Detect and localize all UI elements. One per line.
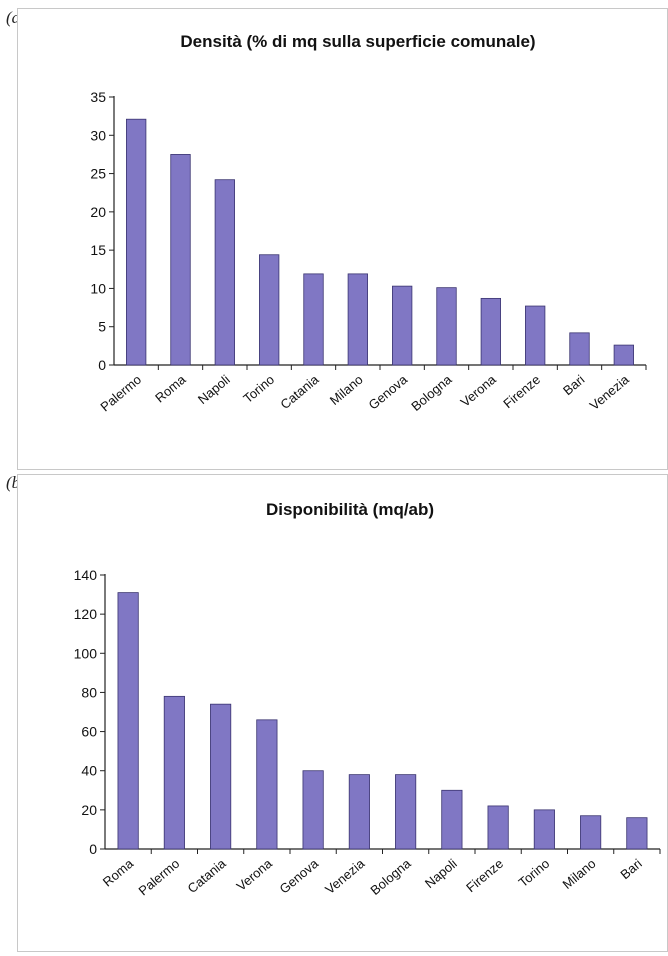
x-tick-label: Milano [327, 372, 366, 408]
x-tick-label: Catania [277, 371, 322, 412]
bar-palermo [126, 118, 147, 366]
y-tick-label: 0 [89, 841, 97, 857]
x-tick-label: Napoli [195, 372, 233, 407]
bar-catania [303, 273, 324, 366]
x-tick-label: Bologna [408, 371, 455, 414]
bar-firenze [525, 305, 546, 366]
y-tick-label: 60 [81, 724, 97, 740]
bar-palermo [163, 695, 185, 850]
x-tick-label: Catania [185, 855, 230, 896]
y-tick-label: 20 [90, 204, 106, 220]
bar-verona [480, 297, 501, 366]
x-tick-label: Firenze [500, 372, 543, 411]
y-tick-label: 25 [90, 166, 106, 182]
x-tick-label: Palermo [136, 856, 183, 899]
y-tick-label: 100 [74, 645, 98, 661]
x-tick-label: Torino [516, 856, 553, 890]
bar-verona [256, 719, 278, 850]
chart-b-container: Disponibilità (mq/ab) 0 20 40 60 80 100 120 140 R… [17, 474, 668, 952]
y-tick-label: 5 [98, 319, 106, 335]
y-tick-label: 35 [90, 89, 106, 105]
bar-genova [392, 285, 413, 366]
bar-bari [626, 817, 648, 850]
x-tick-label: Verona [234, 855, 276, 893]
chart-a-container: Densità (% di mq sulla superficie comuna… [17, 8, 668, 470]
bar-torino [259, 254, 280, 366]
bar-bologna [436, 287, 457, 366]
bar-roma [117, 592, 139, 850]
y-tick-label: 15 [90, 242, 106, 258]
bar-milano [580, 815, 602, 850]
x-tick-label: Napoli [422, 856, 460, 891]
x-tick-label: Torino [240, 372, 277, 406]
bar-genova [302, 770, 324, 850]
y-tick-label: 120 [74, 606, 98, 622]
bar-bari [569, 332, 590, 366]
bar-milano [347, 273, 368, 366]
bar-bologna [395, 774, 417, 850]
y-tick-label: 140 [74, 567, 98, 583]
x-tick-label: Bari [617, 856, 644, 882]
x-tick-label: Roma [152, 371, 189, 405]
y-tick-label: 20 [81, 802, 97, 818]
y-tick-label: 30 [90, 127, 106, 143]
bar-napoli [214, 179, 235, 366]
bar-venezia [613, 344, 634, 366]
chart-title: Densità (% di mq sulla superficie comuna… [180, 32, 535, 51]
x-tick-label: Genova [277, 855, 322, 896]
chart-b: Disponibilità (mq/ab) 0 20 40 60 80 100 120 140 R… [74, 500, 661, 899]
bar-firenze [487, 805, 509, 850]
x-tick-label: Genova [366, 371, 411, 412]
bar-roma [170, 154, 191, 366]
x-tick-label: Firenze [463, 856, 506, 895]
x-tick-label: Roma [100, 855, 137, 889]
x-tick-label: Bologna [367, 855, 414, 898]
x-tick-label: Palermo [97, 372, 144, 415]
x-tick-label: Milano [560, 856, 599, 892]
y-tick-label: 80 [81, 684, 97, 700]
x-tick-label: Bari [560, 372, 587, 398]
bar-venezia [348, 774, 370, 850]
bar-catania [210, 703, 232, 850]
x-tick-label: Venezia [587, 371, 633, 413]
x-tick-label: Verona [458, 371, 500, 409]
x-tick-label: Venezia [322, 855, 368, 897]
chart-title: Disponibilità (mq/ab) [266, 500, 434, 519]
y-tick-label: 0 [98, 357, 106, 373]
bar-torino [533, 809, 555, 850]
y-tick-label: 10 [90, 280, 106, 296]
chart-a: Densità (% di mq sulla superficie comuna… [90, 32, 647, 415]
bar-napoli [441, 789, 463, 850]
y-tick-label: 40 [81, 763, 97, 779]
